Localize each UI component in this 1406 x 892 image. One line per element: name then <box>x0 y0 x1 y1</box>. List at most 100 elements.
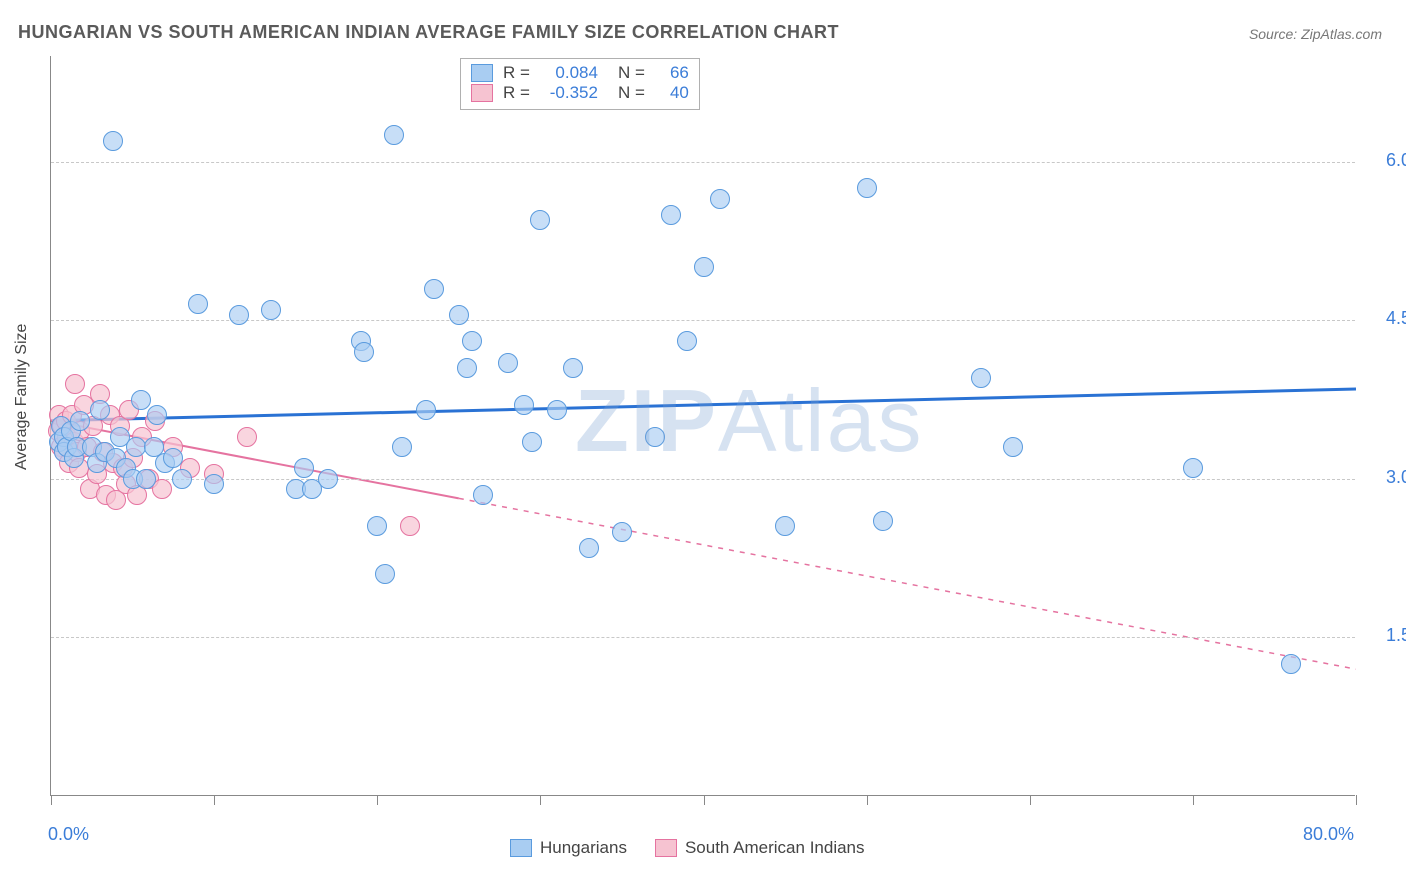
series-legend: Hungarians South American Indians <box>510 838 865 858</box>
data-point <box>522 432 542 452</box>
stats-legend-box: R = 0.084 N = 66 R = -0.352 N = 40 <box>460 58 700 110</box>
data-point <box>188 294 208 314</box>
data-point <box>294 458 314 478</box>
data-point <box>59 453 79 473</box>
x-min-label: 0.0% <box>48 824 89 845</box>
gridline <box>51 162 1355 163</box>
y-tick-label: 1.50 <box>1361 625 1406 646</box>
data-point <box>132 427 152 447</box>
data-point <box>204 464 224 484</box>
x-tick <box>214 795 215 805</box>
legend-swatch <box>655 839 677 857</box>
data-point <box>67 442 87 462</box>
stats-row: R = 0.084 N = 66 <box>471 63 689 83</box>
data-point <box>144 437 164 457</box>
data-point <box>1281 654 1301 674</box>
data-point <box>971 368 991 388</box>
data-point <box>261 300 281 320</box>
data-point <box>69 458 89 478</box>
data-point <box>90 400 110 420</box>
data-point <box>136 469 156 489</box>
data-point <box>131 390 151 410</box>
data-point <box>498 353 518 373</box>
data-point <box>64 448 84 468</box>
stat-r-value: -0.352 <box>540 83 598 103</box>
data-point <box>416 400 436 420</box>
data-point <box>645 427 665 447</box>
data-point <box>1183 458 1203 478</box>
data-point <box>661 205 681 225</box>
data-point <box>54 442 74 462</box>
data-point <box>48 421 68 441</box>
trend-line-dashed <box>459 498 1356 669</box>
x-max-label: 80.0% <box>1303 824 1354 845</box>
data-point <box>65 374 85 394</box>
x-tick <box>1356 795 1357 805</box>
data-point <box>123 448 143 468</box>
data-point <box>710 189 730 209</box>
data-point <box>64 432 84 452</box>
data-point <box>172 469 192 489</box>
data-point <box>116 458 136 478</box>
data-point <box>163 448 183 468</box>
x-tick <box>704 795 705 805</box>
stat-label: R = <box>503 83 530 103</box>
data-point <box>457 358 477 378</box>
data-point <box>110 416 130 436</box>
legend-label: Hungarians <box>540 838 627 858</box>
data-point <box>530 210 550 230</box>
x-tick <box>540 795 541 805</box>
data-point <box>462 331 482 351</box>
data-point <box>204 474 224 494</box>
data-point <box>163 437 183 457</box>
y-tick-label: 6.00 <box>1361 150 1406 171</box>
data-point <box>93 442 113 462</box>
chart-container: HUNGARIAN VS SOUTH AMERICAN INDIAN AVERA… <box>0 0 1406 892</box>
stat-label: N = <box>618 83 645 103</box>
data-point <box>51 437 71 457</box>
data-point <box>351 331 371 351</box>
data-point <box>563 358 583 378</box>
data-point <box>237 427 257 447</box>
data-point <box>152 479 172 499</box>
data-point <box>180 458 200 478</box>
data-point <box>113 458 133 478</box>
data-point <box>473 485 493 505</box>
data-point <box>106 490 126 510</box>
data-point <box>103 131 123 151</box>
x-tick <box>51 795 52 805</box>
data-point <box>54 427 74 447</box>
stat-label: N = <box>618 63 645 83</box>
data-point <box>139 469 159 489</box>
data-point <box>424 279 444 299</box>
data-point <box>90 384 110 404</box>
data-point <box>547 400 567 420</box>
data-point <box>103 453 123 473</box>
data-point <box>95 442 115 462</box>
data-point <box>579 538 599 558</box>
data-point <box>106 448 126 468</box>
data-point <box>49 405 69 425</box>
data-point <box>375 564 395 584</box>
data-point <box>100 405 120 425</box>
data-point <box>61 421 81 441</box>
data-point <box>116 474 136 494</box>
data-point <box>384 125 404 145</box>
legend-label: South American Indians <box>685 838 865 858</box>
legend-swatch <box>510 839 532 857</box>
data-point <box>400 516 420 536</box>
data-point <box>775 516 795 536</box>
stats-row: R = -0.352 N = 40 <box>471 83 689 103</box>
legend-item: Hungarians <box>510 838 627 858</box>
data-point <box>54 442 74 462</box>
data-point <box>83 416 103 436</box>
data-point <box>82 437 102 457</box>
data-point <box>147 405 167 425</box>
data-point <box>96 485 116 505</box>
trend-line <box>51 421 459 499</box>
stat-n-value: 66 <box>655 63 689 83</box>
legend-swatch <box>471 64 493 82</box>
gridline <box>51 479 1355 480</box>
data-point <box>354 342 374 362</box>
data-point <box>229 305 249 325</box>
